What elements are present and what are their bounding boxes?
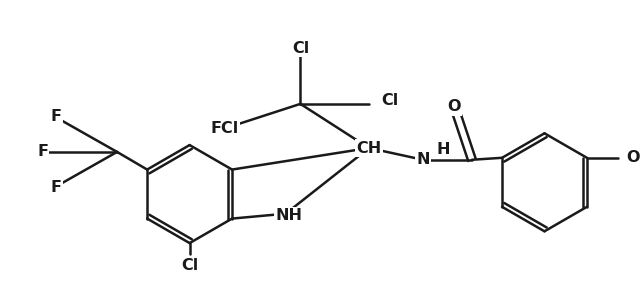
Text: H: H [436,142,450,157]
Text: F: F [51,180,62,195]
Text: CH: CH [356,141,381,155]
Text: O: O [626,150,639,165]
Text: F: F [37,144,48,160]
Text: Cl: Cl [381,94,398,108]
Text: F: F [51,109,62,124]
Text: FCl: FCl [211,121,239,136]
Text: Cl: Cl [181,258,198,273]
Text: O: O [447,99,461,114]
Text: NH: NH [275,208,302,223]
Text: N: N [416,152,429,167]
Text: Cl: Cl [292,41,309,56]
